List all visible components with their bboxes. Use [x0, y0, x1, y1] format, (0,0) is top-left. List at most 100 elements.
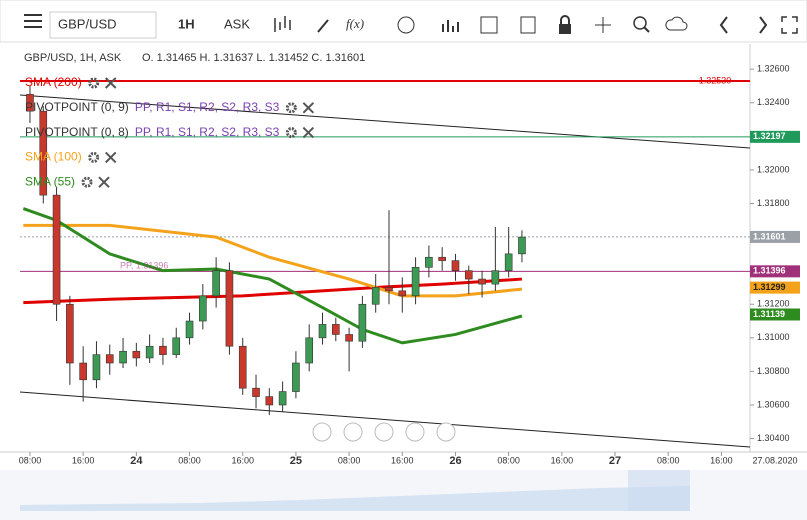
- gear: [285, 127, 297, 139]
- x-tick-label: 16:00: [231, 455, 254, 465]
- candle-body: [159, 345, 167, 355]
- x-tick-label: 26: [449, 455, 461, 467]
- remove-icon[interactable]: [98, 176, 110, 188]
- remove-icon[interactable]: [302, 102, 315, 114]
- interval[interactable]: 1H: [178, 16, 195, 31]
- trend-line: [19, 94, 751, 149]
- cloud-button[interactable]: [665, 16, 688, 31]
- y-tick-label: 1.32600: [757, 64, 790, 74]
- candle-body: [92, 354, 101, 381]
- price-tag: [750, 230, 800, 243]
- candle-body: [265, 396, 274, 406]
- candle-body: [26, 94, 34, 112]
- candle-body: [345, 334, 353, 342]
- x-tick-label: 08:00: [338, 455, 361, 465]
- price-tag-label: 1.31139: [753, 309, 785, 319]
- draw-button[interactable]: [317, 19, 329, 33]
- menu-button[interactable]: [24, 14, 42, 28]
- settings-icon[interactable]: [81, 176, 93, 188]
- navigator: [0, 470, 807, 520]
- y-tick-label: 1.30400: [757, 433, 790, 443]
- candle-body: [185, 320, 194, 339]
- sma-line: [22, 207, 523, 345]
- fullscreen-button[interactable]: [781, 16, 798, 34]
- x-tick-label: 16:00: [551, 455, 574, 465]
- candle-body: [79, 362, 87, 381]
- candle-body: [238, 345, 247, 389]
- trend-line: [19, 391, 751, 448]
- pivot-label: PP, 1.31396: [120, 261, 168, 271]
- gear: [88, 77, 100, 89]
- candle-body: [172, 337, 181, 355]
- candle-body: [318, 324, 327, 339]
- price-tag: [750, 130, 800, 143]
- candle-body: [292, 362, 300, 392]
- zoom-button[interactable]: [633, 16, 650, 33]
- sma-line: [23, 223, 523, 298]
- y-tick-label: 1.32000: [757, 164, 790, 174]
- candle-body: [252, 387, 260, 397]
- price-tag: [750, 281, 800, 294]
- symbol-box[interactable]: [49, 11, 157, 39]
- x-tick-label: 08:00: [178, 455, 201, 465]
- price-tag-label: 1.31396: [753, 266, 786, 276]
- y-tick-label: 1.30600: [757, 399, 790, 409]
- candle-body: [199, 295, 207, 322]
- chart-type-button[interactable]: [274, 16, 291, 32]
- price-tag-label: 1.31299: [753, 282, 786, 292]
- candle-body: [358, 303, 367, 342]
- price-type[interactable]: ASK: [224, 16, 250, 31]
- candle-body: [371, 287, 380, 305]
- candle-body: [385, 287, 393, 292]
- candle-body: [464, 270, 473, 280]
- price-tag-label: 1.31601: [753, 231, 786, 241]
- legend-label: SMA (55): [25, 174, 75, 188]
- candle-body: [105, 354, 114, 364]
- settings-icon[interactable]: [285, 102, 297, 114]
- settings-icon[interactable]: [88, 151, 100, 163]
- lock-button[interactable]: [559, 15, 571, 34]
- candle-body: [119, 350, 127, 364]
- calendar-button[interactable]: [480, 16, 498, 34]
- prev-button[interactable]: [719, 16, 728, 34]
- x-tick-label: 16:00: [710, 455, 733, 465]
- formula-button[interactable]: f(x): [346, 16, 364, 31]
- candle-body: [145, 345, 154, 359]
- settings-icon[interactable]: [285, 127, 297, 139]
- report-button[interactable]: [520, 16, 536, 34]
- candle-body: [425, 256, 433, 268]
- settings-icon[interactable]: [88, 77, 100, 89]
- candle-body: [332, 324, 340, 335]
- candle-body: [411, 267, 420, 297]
- candle-body: [132, 350, 141, 359]
- sma-line: [23, 277, 523, 305]
- candle-body: [451, 260, 460, 271]
- price-tag: [750, 308, 800, 321]
- legend-label: PIVOTPOINT (0, 8): [25, 125, 129, 139]
- date-label: 27.08.2020: [752, 455, 797, 465]
- cross: [302, 102, 315, 114]
- candle-body: [518, 236, 526, 255]
- gear: [285, 102, 297, 114]
- remove-icon[interactable]: [104, 77, 117, 89]
- toolbar: GBP/USD 1H ASK f(x): [0, 0, 807, 43]
- symbol[interactable]: GBP/USD: [58, 16, 117, 31]
- gear: [81, 176, 93, 188]
- candle-body: [478, 278, 486, 285]
- info-button[interactable]: [397, 16, 415, 34]
- candle-body: [66, 303, 74, 364]
- candle-body: [225, 270, 234, 347]
- chart-title: GBP/USD, 1H, ASK: [24, 52, 122, 64]
- crosshair-button[interactable]: [595, 17, 611, 33]
- legend-levels: PP, R1, S1, R2, S2, R3, S3: [135, 100, 280, 114]
- remove-icon[interactable]: [104, 151, 117, 164]
- cross: [104, 151, 117, 164]
- remove-icon[interactable]: [302, 126, 315, 139]
- volume-button[interactable]: [442, 20, 459, 32]
- candle-body: [491, 270, 500, 285]
- nav-buttons[interactable]: [312, 422, 456, 442]
- y-tick-label: 1.31200: [757, 299, 790, 309]
- cross: [98, 176, 110, 188]
- next-button[interactable]: [759, 16, 768, 34]
- price-tag-label: 1.32197: [753, 131, 786, 141]
